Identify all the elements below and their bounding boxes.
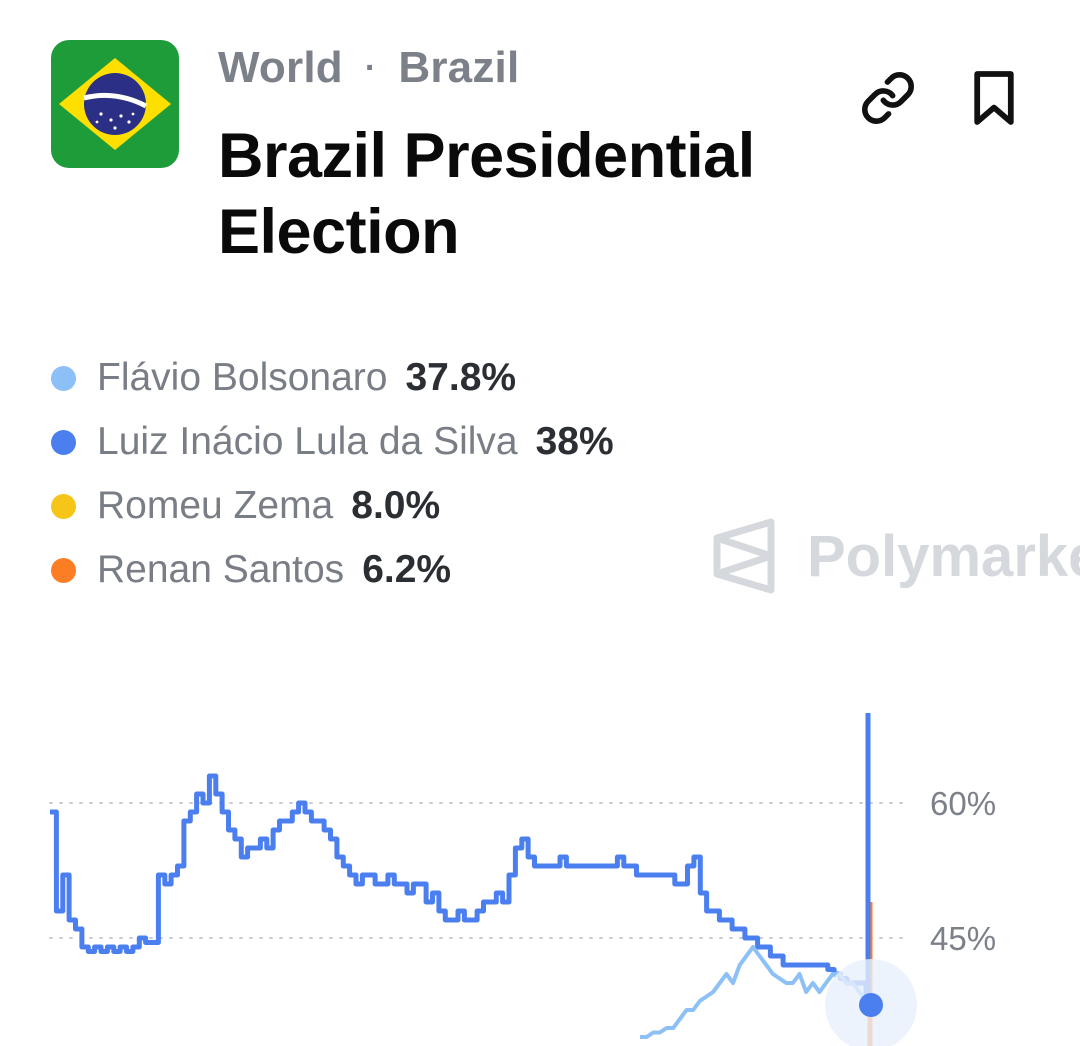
watermark-text: Polymarket	[807, 523, 1080, 589]
breadcrumb-world[interactable]: World	[218, 43, 343, 92]
y-tick-label: 45%	[930, 920, 996, 957]
legend-value: 37.8%	[405, 356, 517, 399]
chart-legend: Flávio Bolsonaro 37.8% Luiz Inácio Lula …	[51, 346, 614, 602]
link-icon	[862, 72, 914, 124]
legend-value: 38%	[535, 420, 614, 463]
legend-name: Renan Santos	[97, 548, 345, 591]
legend-item-flavio-bolsonaro[interactable]: Flávio Bolsonaro 37.8%	[51, 346, 614, 410]
bookmark-icon	[974, 71, 1014, 125]
legend-dot	[51, 493, 76, 519]
breadcrumb: World · Brazil	[218, 40, 519, 96]
current-point-marker[interactable]	[859, 993, 883, 1017]
breadcrumb-separator: ·	[364, 48, 377, 87]
bookmark-button[interactable]	[962, 66, 1026, 130]
brazil-flag-icon	[51, 40, 179, 168]
page-title: Brazil Presidential Election	[218, 118, 838, 270]
legend-item-lula-da-silva[interactable]: Luiz Inácio Lula da Silva 38%	[51, 410, 614, 474]
page-title-line1: Brazil Presidential	[218, 121, 755, 191]
y-tick-label: 60%	[930, 785, 996, 822]
page-title-line2: Election	[218, 197, 460, 267]
legend-name: Luiz Inácio Lula da Silva	[97, 420, 518, 463]
legend-name: Flávio Bolsonaro	[97, 356, 388, 399]
price-history-chart[interactable]: 60% 45%	[0, 690, 1080, 1046]
copy-link-button[interactable]	[856, 66, 920, 130]
legend-name: Romeu Zema	[97, 484, 334, 527]
polymarket-logo-icon	[713, 518, 775, 594]
legend-value: 6.2%	[362, 548, 452, 591]
legend-item-renan-santos[interactable]: Renan Santos 6.2%	[51, 538, 614, 602]
series-line-bolsonaro	[640, 945, 868, 1039]
legend-item-romeu-zema[interactable]: Romeu Zema 8.0%	[51, 474, 614, 538]
breadcrumb-brazil[interactable]: Brazil	[398, 43, 520, 92]
series-line-lula	[50, 773, 869, 1001]
legend-dot	[51, 365, 76, 391]
legend-dot	[51, 429, 76, 455]
legend-dot	[51, 557, 76, 583]
legend-value: 8.0%	[351, 484, 441, 527]
polymarket-watermark: Polymarket	[713, 518, 1080, 594]
